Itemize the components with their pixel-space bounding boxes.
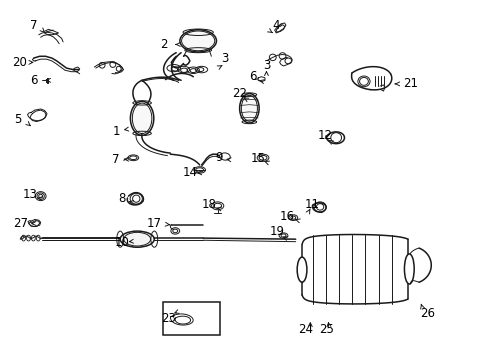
Text: 12: 12 (317, 129, 332, 142)
Text: 23: 23 (161, 311, 176, 325)
Text: 1: 1 (113, 125, 120, 138)
Ellipse shape (130, 101, 154, 135)
Text: 6: 6 (249, 69, 257, 82)
Text: 15: 15 (250, 152, 265, 165)
Ellipse shape (239, 94, 259, 123)
Text: 7: 7 (111, 153, 119, 166)
Text: 17: 17 (146, 217, 162, 230)
Text: 24: 24 (297, 323, 312, 336)
Text: 2: 2 (160, 38, 167, 51)
Bar (162, 302, 220, 335)
Text: 3: 3 (262, 59, 269, 72)
Text: 4: 4 (272, 19, 279, 32)
Text: 27: 27 (13, 216, 28, 230)
Text: 26: 26 (419, 307, 434, 320)
Text: 16: 16 (279, 210, 294, 223)
Text: 22: 22 (232, 87, 246, 100)
Text: 3: 3 (221, 52, 228, 65)
Text: 6: 6 (30, 74, 38, 87)
Text: 13: 13 (22, 188, 37, 201)
Ellipse shape (120, 231, 154, 247)
Text: 20: 20 (12, 56, 27, 69)
Text: 10: 10 (114, 236, 129, 249)
Text: 21: 21 (402, 77, 417, 90)
Ellipse shape (180, 30, 216, 52)
Text: 7: 7 (30, 19, 38, 32)
Text: 14: 14 (182, 166, 197, 179)
Text: 19: 19 (269, 225, 285, 238)
Text: 5: 5 (14, 113, 21, 126)
Text: 18: 18 (202, 198, 216, 211)
Text: 25: 25 (318, 323, 333, 336)
Text: 8: 8 (118, 192, 125, 205)
Text: 11: 11 (304, 198, 319, 211)
Text: 9: 9 (215, 151, 223, 164)
